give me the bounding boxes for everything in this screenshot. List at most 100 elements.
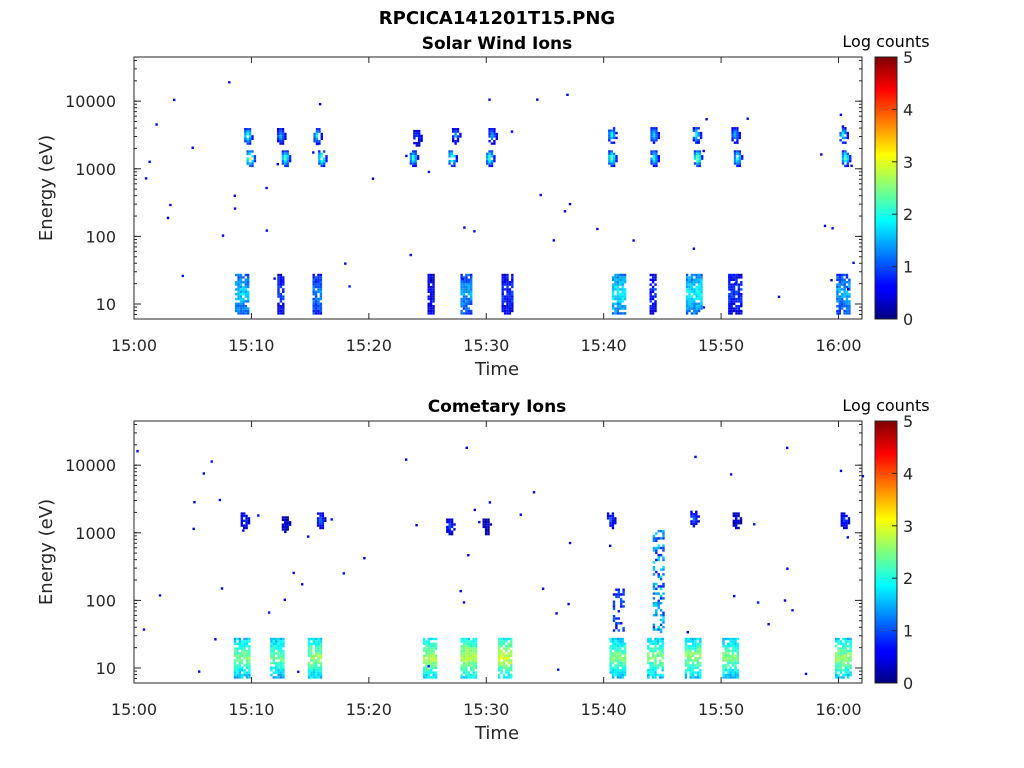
data-cell	[246, 162, 249, 165]
data-cell	[500, 652, 503, 655]
data-cell	[210, 460, 213, 463]
data-cell	[651, 640, 655, 643]
data-cell	[845, 300, 849, 303]
data-cell	[312, 309, 315, 313]
data-cell	[319, 524, 322, 527]
data-cell	[508, 305, 512, 308]
data-cell	[446, 528, 449, 531]
data-cell	[730, 285, 733, 289]
data-cell	[727, 664, 730, 667]
data-cell	[697, 127, 700, 130]
data-cell	[656, 637, 660, 641]
data-cell	[688, 283, 691, 286]
data-cell	[434, 659, 438, 662]
data-cell	[242, 529, 245, 532]
data-cell	[847, 288, 850, 291]
data-cell	[462, 295, 466, 298]
data-cell	[237, 309, 240, 313]
data-cell	[511, 273, 514, 277]
data-cell	[608, 162, 611, 165]
data-cell	[610, 164, 613, 168]
data-cell	[730, 312, 733, 315]
data-cell	[425, 654, 428, 657]
data-cell	[510, 640, 513, 643]
data-cell	[659, 597, 663, 600]
data-cell	[848, 285, 851, 289]
data-cell	[242, 300, 245, 303]
data-cell	[427, 295, 430, 298]
data-cell	[241, 640, 244, 643]
data-cell	[740, 288, 743, 291]
data-cell	[689, 649, 692, 653]
data-cell	[501, 285, 504, 289]
data-cell	[507, 661, 510, 665]
data-cell	[310, 659, 313, 662]
data-cell	[238, 657, 241, 660]
data-cell	[409, 155, 413, 158]
data-cell	[467, 281, 470, 284]
data-cell	[608, 155, 611, 158]
data-cell	[698, 164, 701, 168]
data-cell	[697, 297, 701, 301]
data-cell	[279, 654, 283, 657]
data-cell	[286, 164, 289, 168]
data-cell	[728, 307, 731, 310]
data-cell	[657, 556, 660, 559]
data-cell	[467, 288, 470, 291]
data-cell	[611, 517, 615, 520]
data-cell	[654, 273, 657, 277]
data-cell	[652, 139, 656, 142]
data-cell	[430, 649, 433, 653]
data-cell	[696, 666, 700, 669]
data-cell	[508, 293, 512, 296]
data-cell	[320, 155, 323, 158]
data-cell	[279, 132, 282, 136]
data-cell	[694, 645, 697, 648]
data-cell	[651, 649, 655, 653]
data-cell	[729, 669, 732, 672]
data-cell	[315, 135, 319, 138]
data-cell	[244, 305, 247, 308]
data-cell	[237, 295, 240, 298]
data-cell	[470, 657, 473, 660]
data-cell	[687, 652, 690, 655]
data-cell	[695, 515, 698, 518]
data-cell	[310, 654, 313, 657]
data-cell	[684, 654, 688, 657]
data-cell	[662, 549, 665, 552]
data-cell	[738, 157, 741, 160]
data-cell	[841, 278, 844, 281]
data-cell	[662, 568, 665, 571]
data-cell	[656, 652, 660, 655]
data-cell	[487, 528, 490, 531]
data-cell	[467, 654, 470, 657]
data-cell	[733, 157, 737, 160]
data-cell	[342, 572, 345, 575]
data-cell	[614, 671, 617, 674]
data-cell	[847, 519, 851, 522]
data-cell	[612, 159, 616, 163]
data-cell	[619, 278, 622, 281]
data-cell	[623, 661, 627, 665]
data-cell	[731, 637, 735, 641]
data-cell	[472, 673, 475, 677]
data-cell	[662, 537, 665, 540]
data-cell	[237, 278, 240, 281]
data-cell	[695, 307, 698, 310]
data-cell	[272, 637, 275, 641]
data-cell	[659, 623, 663, 626]
data-cell	[838, 302, 841, 305]
data-cell	[429, 295, 433, 298]
data-cell	[314, 283, 318, 286]
data-cell	[619, 312, 622, 315]
data-cell	[279, 647, 283, 650]
data-cell	[484, 523, 488, 526]
data-cell	[277, 652, 280, 655]
panel-solar-wind: Solar Wind Ions 15:00 15:10 15:20 15:30 15:4…	[36, 32, 930, 380]
data-cell	[734, 676, 737, 679]
data-cell	[837, 669, 840, 672]
data-cell	[244, 137, 247, 140]
data-cell	[861, 475, 865, 478]
data-cell	[317, 302, 320, 305]
data-cell	[315, 130, 319, 133]
